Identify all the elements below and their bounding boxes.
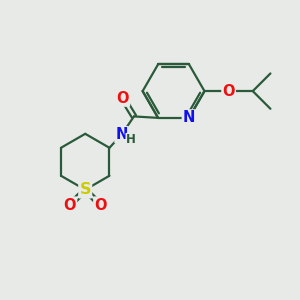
Text: N: N [116,127,128,142]
Text: O: O [64,198,76,213]
Text: H: H [126,134,136,146]
Text: O: O [116,91,129,106]
Text: O: O [222,84,235,99]
Text: O: O [94,198,107,213]
Text: S: S [80,182,91,197]
Text: N: N [183,110,195,125]
